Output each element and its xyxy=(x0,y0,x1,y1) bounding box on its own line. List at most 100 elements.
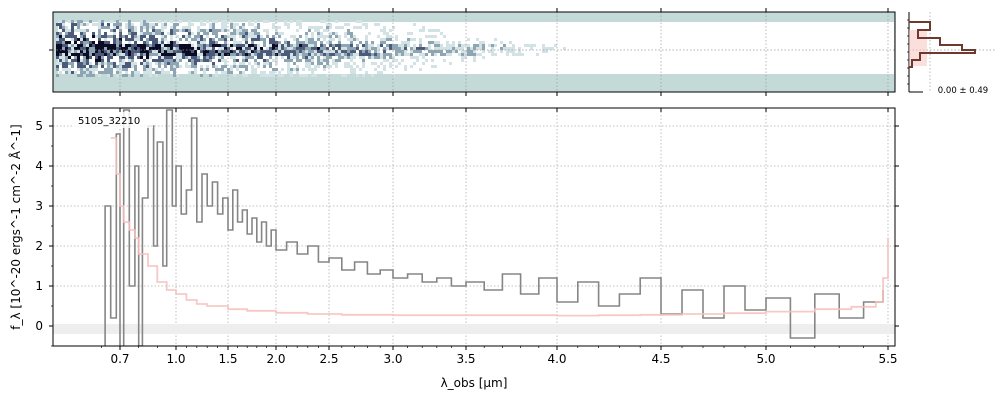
spectrum-2d-pixel xyxy=(152,32,155,35)
spectrum-2d-pixel xyxy=(404,65,407,68)
spectrum-2d-pixel xyxy=(119,50,122,53)
spectrum-2d-pixel xyxy=(311,68,314,71)
spectrum-2d-pixel xyxy=(365,38,368,41)
spectrum-2d-pixel xyxy=(362,65,365,68)
spectrum-2d-pixel xyxy=(125,65,128,68)
x-tick-label: 5.5 xyxy=(878,352,897,366)
spectrum-2d-pixel xyxy=(356,47,359,50)
spectrum-2d-pixel xyxy=(224,26,227,29)
spectrum-2d-pixel xyxy=(110,65,113,68)
spectrum-2d-pixel xyxy=(203,50,206,53)
spectrum-2d-pixel xyxy=(380,29,383,32)
spectrum-2d-pixel xyxy=(506,47,509,50)
spectrum-2d-pixel xyxy=(68,32,71,35)
spectrum-2d-pixel xyxy=(329,41,332,44)
spectrum-2d-pixel xyxy=(110,20,113,23)
spectrum-2d-pixel xyxy=(563,47,566,50)
spectrum-2d-pixel xyxy=(407,41,410,44)
spectrum-2d-pixel xyxy=(155,44,158,47)
spectrum-2d-pixel xyxy=(449,47,452,50)
spectrum-2d-pixel xyxy=(107,68,110,71)
spectrum-2d-pixel xyxy=(116,41,119,44)
spectrum-2d-pixel xyxy=(365,71,368,74)
spectrum-2d-pixel xyxy=(89,50,92,53)
spectrum-2d-pixel xyxy=(56,23,59,26)
spectrum-2d-pixel xyxy=(206,44,209,47)
spectrum-2d-pixel xyxy=(353,71,356,74)
y-tick-label: 2 xyxy=(35,239,43,253)
spectrum-2d-pixel xyxy=(77,38,80,41)
spectrum-2d-pixel xyxy=(287,65,290,68)
spectrum-2d-pixel xyxy=(101,47,104,50)
spectrum-2d-pixel xyxy=(194,56,197,59)
spectrum-2d-pixel xyxy=(296,47,299,50)
spectrum-2d-pixel xyxy=(299,26,302,29)
spectrum-2d-pixel xyxy=(203,68,206,71)
spectrum-2d-pixel xyxy=(308,38,311,41)
spectrum-2d-pixel xyxy=(101,56,104,59)
spectrum-2d-pixel xyxy=(56,44,59,47)
spectrum-2d-pixel xyxy=(512,53,515,56)
spectrum-2d-pixel xyxy=(317,56,320,59)
spectrum-2d-pixel xyxy=(170,59,173,62)
spectrum-2d-pixel xyxy=(239,41,242,44)
spectrum-2d-pixel xyxy=(500,50,503,53)
spectrum-2d-pixel xyxy=(377,53,380,56)
spectrum-2d-pixel xyxy=(191,32,194,35)
spectrum-2d-pixel xyxy=(284,23,287,26)
spectrum-2d-pixel xyxy=(119,26,122,29)
spectrum-2d-pixel xyxy=(74,38,77,41)
spectrum-2d-pixel xyxy=(179,65,182,68)
spectrum-2d-pixel xyxy=(356,20,359,23)
spectrum-2d-pixel xyxy=(173,32,176,35)
spectrum-2d-pixel xyxy=(158,20,161,23)
spectrum-2d-pixel xyxy=(413,50,416,53)
spectrum-2d-pixel xyxy=(389,29,392,32)
spectrum-2d-pixel xyxy=(62,59,65,62)
spectrum-2d-pixel xyxy=(299,44,302,47)
object-label-box xyxy=(73,112,153,128)
spectrum-2d-pixel xyxy=(287,71,290,74)
spectrum-2d-pixel xyxy=(185,62,188,65)
spectrum-2d-pixel xyxy=(377,47,380,50)
spectrum-2d-pixel xyxy=(248,32,251,35)
spectrum-2d-pixel xyxy=(203,32,206,35)
spectrum-2d-pixel xyxy=(59,56,62,59)
spectrum-2d-pixel xyxy=(215,32,218,35)
spectrum-2d-pixel xyxy=(221,29,224,32)
spectrum-2d-pixel xyxy=(146,59,149,62)
spectrum-2d-pixel xyxy=(368,50,371,53)
spectrum-2d-pixel xyxy=(320,20,323,23)
spectrum-2d-pixel xyxy=(98,44,101,47)
spectrum-2d-panel xyxy=(49,8,896,96)
spectrum-2d-pixel xyxy=(245,65,248,68)
spectrum-2d-pixel xyxy=(290,20,293,23)
y-tick-label: 5 xyxy=(35,119,43,133)
spectrum-2d-pixel xyxy=(392,56,395,59)
spectrum-2d-pixel xyxy=(62,26,65,29)
spectrum-2d-pixel xyxy=(350,44,353,47)
spectrum-2d-pixel xyxy=(554,44,557,47)
spectrum-2d-pixel xyxy=(74,50,77,53)
spectrum-2d-pixel xyxy=(68,29,71,32)
spectrum-2d-pixel xyxy=(71,29,74,32)
spectrum-2d-pixel xyxy=(194,50,197,53)
spectrum-2d-pixel xyxy=(296,20,299,23)
spectrum-2d-pixel xyxy=(98,35,101,38)
spectrum-2d-pixel xyxy=(161,29,164,32)
spectrum-2d-pixel xyxy=(449,53,452,56)
spectrum-2d-pixel xyxy=(332,50,335,53)
spectrum-2d-pixel xyxy=(548,47,551,50)
spectrum-2d-pixel xyxy=(428,35,431,38)
spectrum-2d-pixel xyxy=(149,71,152,74)
spectrum-2d-pixel xyxy=(83,65,86,68)
spectrum-2d-pixel xyxy=(296,23,299,26)
spectrum-2d-pixel xyxy=(518,53,521,56)
spectrum-2d-pixel xyxy=(74,41,77,44)
spectrum-2d-pixel xyxy=(275,47,278,50)
spectrum-2d-pixel xyxy=(299,35,302,38)
spectrum-2d-pixel xyxy=(179,44,182,47)
spectrum-2d-pixel xyxy=(491,53,494,56)
spectrum-2d-pixel xyxy=(314,50,317,53)
spectrum-2d-pixel xyxy=(149,44,152,47)
